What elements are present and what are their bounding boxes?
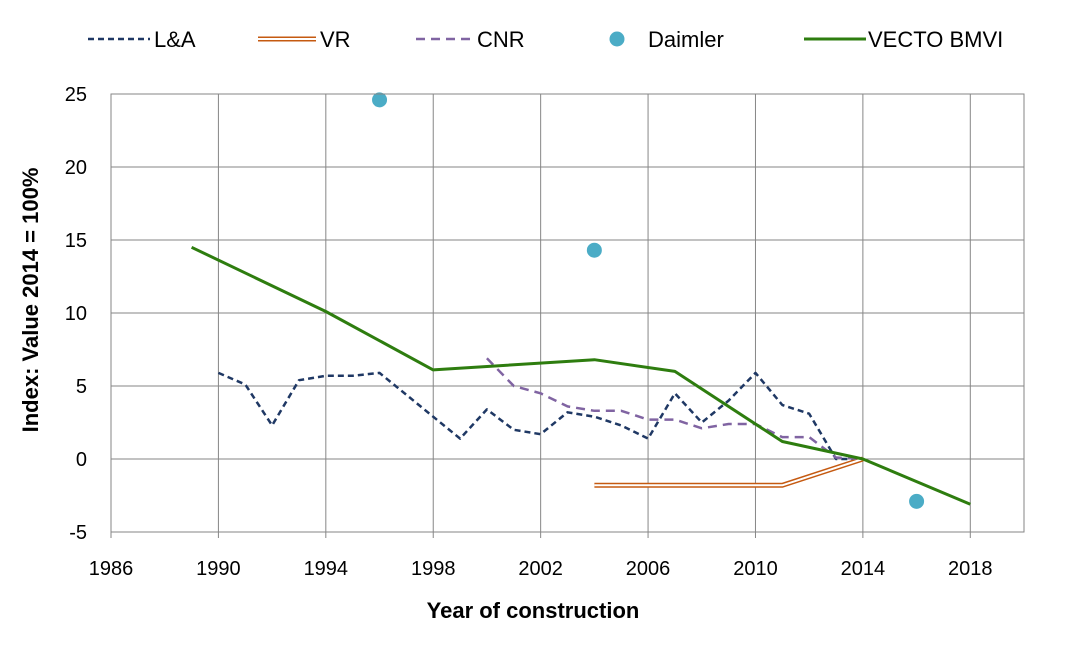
daimler-point <box>586 242 602 258</box>
x-tick-label: 2014 <box>841 558 886 580</box>
y-tick-label: 0 <box>76 449 87 471</box>
x-tick-label: 2018 <box>948 558 993 580</box>
legend-vr-label: VR <box>320 27 351 52</box>
vecto-bmvi-line <box>190 245 971 506</box>
legend: L&A VR CNR Daimler VECTO BMVI <box>88 27 1003 52</box>
y-tick-label: -5 <box>69 522 87 544</box>
x-tick-label: 2010 <box>733 558 778 580</box>
legend-vecto-bmvi-label: VECTO BMVI <box>868 27 1003 52</box>
y-tick-label: 20 <box>65 157 87 179</box>
vr-line-inner <box>594 458 864 487</box>
legend-l-a-label: L&A <box>154 27 196 52</box>
x-axis-title: Year of construction <box>427 598 640 623</box>
x-tick-label: 1998 <box>411 558 456 580</box>
x-tick-label: 1994 <box>304 558 349 580</box>
x-tick-label: 2002 <box>518 558 563 580</box>
l-a-line <box>217 371 863 461</box>
y-axis-title: Index: Value 2014 = 100% <box>18 168 43 433</box>
plot-border <box>110 93 1025 533</box>
legend-daimler-swatch <box>609 31 625 47</box>
x-tick-label: 1986 <box>89 558 134 580</box>
grid <box>110 93 1024 538</box>
cnr-line <box>486 357 863 461</box>
daimler-point <box>372 92 388 108</box>
x-tick-label: 1990 <box>196 558 241 580</box>
x-tick-label: 2006 <box>626 558 671 580</box>
daimler-point <box>909 493 925 509</box>
y-tick-label: 15 <box>65 230 87 252</box>
legend-cnr-label: CNR <box>477 27 525 52</box>
tick-labels: -5 0 5 10 15 20 25 1986 1990 1994 1998 2002 2006 2010… <box>65 84 993 580</box>
legend-daimler-label: Daimler <box>648 27 724 52</box>
y-tick-label: 5 <box>76 376 87 398</box>
series-layer <box>190 92 971 509</box>
y-tick-label: 25 <box>65 84 87 106</box>
y-tick-label: 10 <box>65 303 87 325</box>
